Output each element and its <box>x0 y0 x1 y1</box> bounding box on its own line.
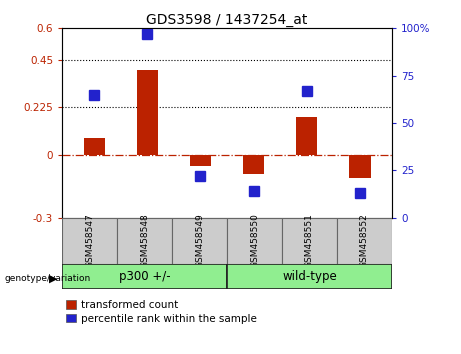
Bar <box>227 264 392 289</box>
Bar <box>172 218 227 264</box>
Bar <box>349 155 371 178</box>
Text: GSM458547: GSM458547 <box>85 213 94 268</box>
Bar <box>296 117 318 155</box>
Text: GSM458552: GSM458552 <box>360 213 369 268</box>
Text: wild-type: wild-type <box>282 270 337 282</box>
Text: ▶: ▶ <box>49 274 58 284</box>
Bar <box>243 155 264 173</box>
Bar <box>62 218 117 264</box>
Text: p300 +/-: p300 +/- <box>119 270 171 282</box>
Bar <box>117 218 172 264</box>
Text: GSM458550: GSM458550 <box>250 213 259 268</box>
Bar <box>136 70 158 155</box>
Bar <box>337 218 392 264</box>
Title: GDS3598 / 1437254_at: GDS3598 / 1437254_at <box>146 13 308 27</box>
Text: genotype/variation: genotype/variation <box>5 274 91 284</box>
Bar <box>62 264 227 289</box>
Text: GSM458548: GSM458548 <box>140 213 149 268</box>
Bar <box>190 155 211 166</box>
Bar <box>227 218 282 264</box>
Text: GSM458549: GSM458549 <box>195 213 204 268</box>
Text: GSM458551: GSM458551 <box>305 213 314 268</box>
Bar <box>83 138 105 155</box>
Bar <box>282 218 337 264</box>
Legend: transformed count, percentile rank within the sample: transformed count, percentile rank withi… <box>65 299 258 325</box>
